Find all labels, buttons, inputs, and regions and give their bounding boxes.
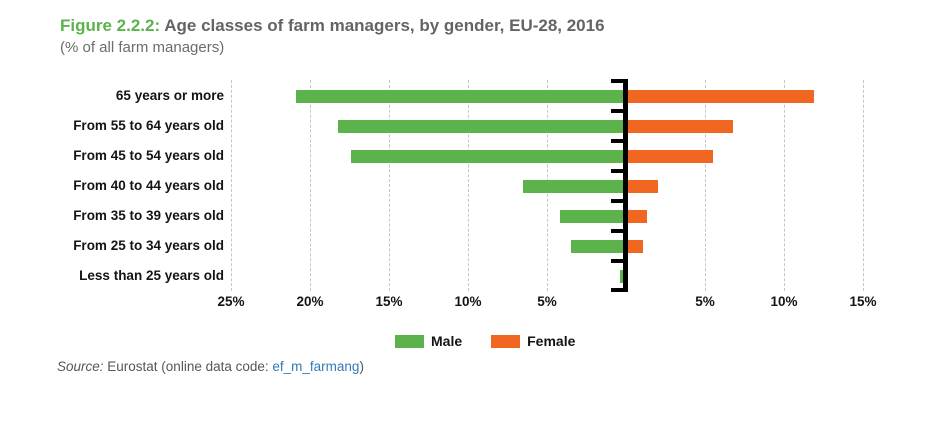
bar-male-4 xyxy=(559,209,626,223)
figure-title: Figure 2.2.2: Age classes of farm manage… xyxy=(60,15,605,37)
category-label: From 45 to 54 years old xyxy=(73,148,224,163)
legend-label-male: Male xyxy=(431,333,463,349)
x-tick-label: 15% xyxy=(375,294,403,309)
gridline xyxy=(468,80,469,291)
x-tick-label: 20% xyxy=(296,294,324,309)
bar-female-5 xyxy=(626,239,644,253)
x-tick-label: 5% xyxy=(537,294,557,309)
figure-title-text: Age classes of farm managers, by gender,… xyxy=(164,16,605,35)
source-text: Eurostat (online data code: xyxy=(103,359,273,374)
category-label: 65 years or more xyxy=(115,88,224,103)
x-tick-label: 10% xyxy=(770,294,798,309)
axis-tick xyxy=(611,79,626,83)
x-tick-label: 15% xyxy=(849,294,877,309)
gridline xyxy=(231,80,232,291)
gridline xyxy=(863,80,864,291)
bar-male-2 xyxy=(351,149,626,163)
figure-number: Figure 2.2.2: xyxy=(60,16,161,35)
axis-tick xyxy=(611,229,626,233)
bar-female-0 xyxy=(626,89,815,103)
axis-tick xyxy=(611,288,626,292)
source-data-code-link[interactable]: ef_m_farmang xyxy=(272,359,360,374)
bar-male-3 xyxy=(523,179,626,193)
x-tick-label: 10% xyxy=(454,294,482,309)
source-suffix: ) xyxy=(359,359,364,374)
axis-tick xyxy=(611,259,626,263)
source-prefix: Source: xyxy=(57,359,104,374)
bar-male-5 xyxy=(570,239,626,253)
category-label: From 35 to 39 years old xyxy=(73,208,224,223)
figure-subtitle: (% of all farm managers) xyxy=(60,39,225,56)
category-label: Less than 25 years old xyxy=(79,268,224,283)
zero-axis xyxy=(622,79,628,292)
chart-legend: Male Female xyxy=(395,333,575,349)
x-tick-label: 5% xyxy=(695,294,715,309)
legend-swatch-male xyxy=(395,334,424,348)
gridline xyxy=(784,80,785,291)
figure-header: Figure 2.2.2: Age classes of farm manage… xyxy=(60,15,605,58)
gridline xyxy=(389,80,390,291)
axis-tick xyxy=(611,109,626,113)
legend-label-female: Female xyxy=(527,333,576,349)
category-label: From 25 to 34 years old xyxy=(73,238,224,253)
bar-female-2 xyxy=(626,149,713,163)
category-label: From 40 to 44 years old xyxy=(73,178,224,193)
bar-female-4 xyxy=(626,209,647,223)
bar-female-1 xyxy=(626,119,734,133)
source-line: Source: Eurostat (online data code: ef_m… xyxy=(57,359,364,374)
bar-male-0 xyxy=(295,89,626,103)
x-tick-label: 25% xyxy=(217,294,245,309)
legend-swatch-female xyxy=(491,334,521,348)
category-label: From 55 to 64 years old xyxy=(73,118,224,133)
bar-male-1 xyxy=(338,119,626,133)
axis-tick xyxy=(611,199,626,203)
bar-female-3 xyxy=(626,179,658,193)
gridline xyxy=(705,80,706,291)
gridline xyxy=(310,80,311,291)
axis-tick xyxy=(611,139,626,143)
axis-tick xyxy=(611,169,626,173)
